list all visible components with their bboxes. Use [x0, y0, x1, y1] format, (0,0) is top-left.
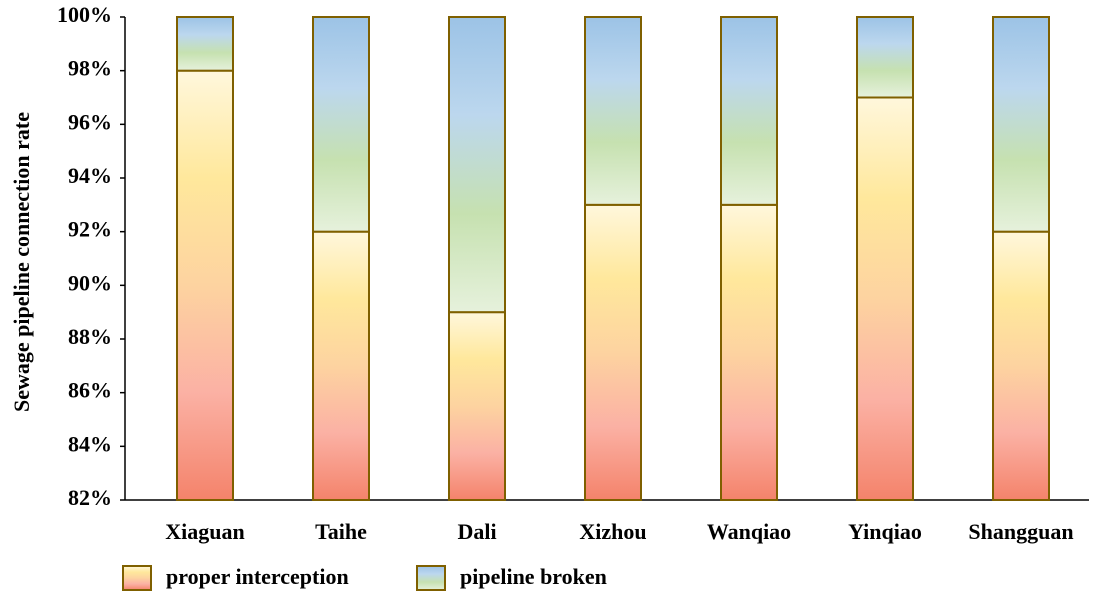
bar-segment: [584, 203, 642, 501]
x-tick-label: Yinqiao: [848, 519, 922, 544]
bar-segment: [856, 96, 914, 501]
bar-segment: [992, 16, 1050, 233]
y-tick-label: 84%: [68, 431, 112, 456]
x-tick-label: Xizhou: [579, 519, 646, 544]
bar-segment: [448, 16, 506, 314]
y-tick-label: 92%: [68, 217, 112, 242]
legend-swatch: [416, 565, 446, 591]
bar-segment: [176, 16, 234, 72]
y-tick-label: 98%: [68, 56, 112, 81]
bar-segment: [720, 16, 778, 206]
y-tick-label: 96%: [68, 109, 112, 134]
x-tick-label: Taihe: [315, 519, 367, 544]
bar-segment: [856, 16, 914, 99]
bar-segment: [176, 69, 234, 502]
y-tick-label: 100%: [57, 2, 112, 27]
y-tick-label: 86%: [68, 378, 112, 403]
bar-segment: [720, 203, 778, 501]
bar-segment: [312, 230, 370, 502]
legend-swatch: [122, 565, 152, 591]
legend-label: pipeline broken: [460, 564, 607, 589]
bar-segment: [584, 16, 642, 206]
y-tick-label: 88%: [68, 324, 112, 349]
bar-segment: [312, 16, 370, 233]
x-tick-label: Shangguan: [968, 519, 1073, 544]
x-tick-label: Wanqiao: [707, 519, 791, 544]
x-tick-label: Dali: [457, 519, 496, 544]
y-tick-label: 94%: [68, 163, 112, 188]
bar-segment: [992, 230, 1050, 502]
y-tick-label: 90%: [68, 270, 112, 295]
x-tick-label: Xiaguan: [165, 519, 244, 544]
y-tick-label: 82%: [68, 485, 112, 510]
legend-label: proper interception: [166, 564, 349, 589]
bar-segment: [448, 311, 506, 501]
y-axis-label: Sewage pipeline connection rate: [9, 112, 34, 412]
